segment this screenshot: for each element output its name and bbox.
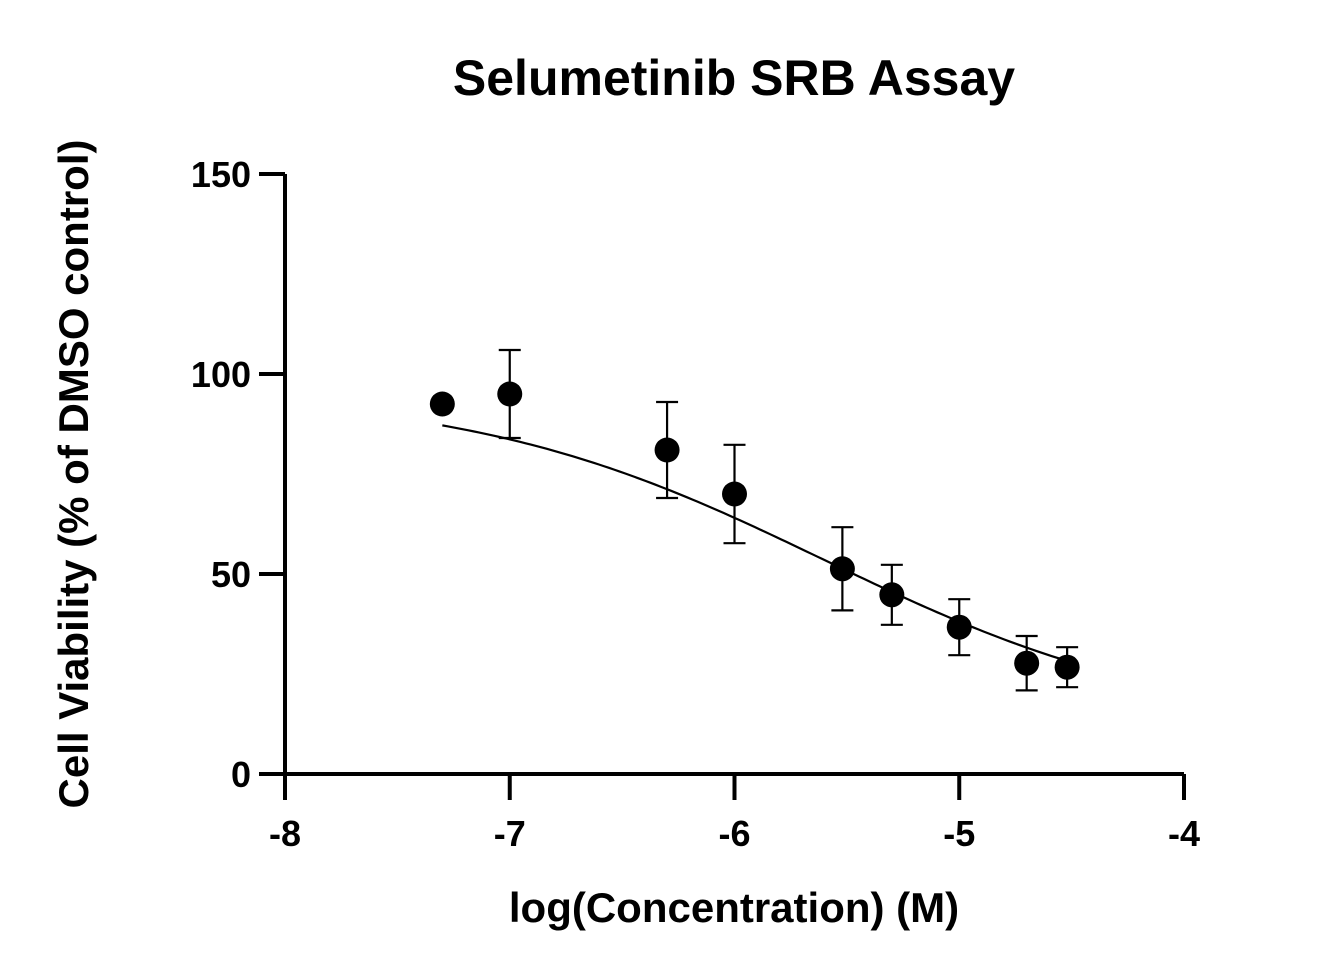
data-point xyxy=(722,481,747,507)
x-tick-label: -8 xyxy=(269,813,301,854)
data-point xyxy=(654,437,680,463)
x-axis-label: log(Concentration) (M) xyxy=(509,884,959,931)
data-points xyxy=(429,381,1080,680)
y-tick-label: 100 xyxy=(191,354,251,395)
data-point xyxy=(879,582,905,608)
y-axis-label: Cell Viability (% of DMSO control) xyxy=(50,140,97,809)
data-point xyxy=(429,391,455,417)
error-bars xyxy=(498,348,1079,692)
chart-title: Selumetinib SRB Assay xyxy=(453,50,1015,106)
x-tick-label: -5 xyxy=(943,813,975,854)
fit-curve xyxy=(442,424,1068,663)
data-point xyxy=(497,381,523,407)
y-tick-label: 150 xyxy=(191,154,251,195)
x-tick-label: -7 xyxy=(494,813,526,854)
x-tick-label: -4 xyxy=(1168,813,1200,854)
data-point xyxy=(946,614,972,640)
axes: 0 50 100 150 -8 -7 -6 -5 -4 xyxy=(191,154,1200,854)
fit-curve-group xyxy=(442,424,1068,663)
y-tick-label: 50 xyxy=(211,554,251,595)
data-point xyxy=(1014,650,1040,676)
y-tick-label: 0 xyxy=(231,754,251,795)
x-tick-label: -6 xyxy=(718,813,750,854)
data-point xyxy=(1054,654,1080,680)
data-point xyxy=(829,556,855,582)
